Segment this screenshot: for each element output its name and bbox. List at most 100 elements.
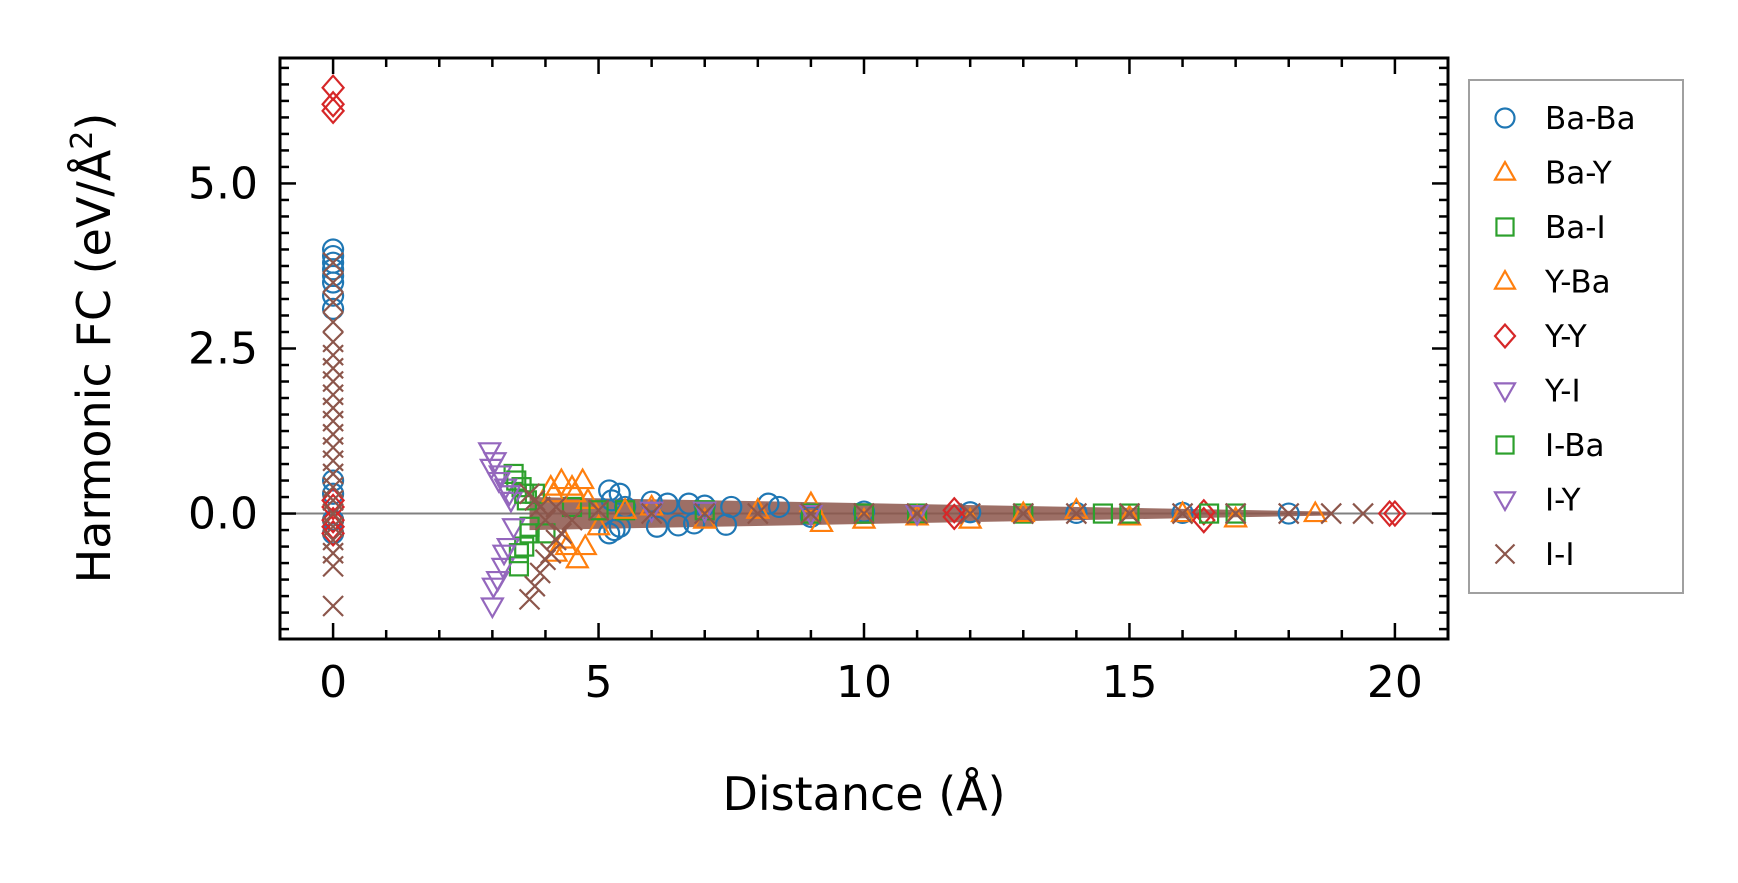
legend-label-I-Y: I-Y [1545, 483, 1581, 519]
point-I-I-2 [322, 291, 344, 314]
point-Y-Y-12 [1377, 499, 1402, 528]
point-Ba-Ba-8 [321, 469, 345, 492]
legend-marker-Y-Ba [1493, 268, 1517, 290]
point-I-I-50 [1320, 502, 1342, 525]
point-Y-Ba-4 [612, 497, 638, 519]
point-I-Y-0 [478, 458, 504, 481]
point-Y-I-4 [487, 465, 513, 488]
legend-label-Y-Y: Y-Y [1544, 319, 1587, 355]
point-Y-Ba-0 [541, 480, 566, 503]
plot-frame [278, 56, 1450, 641]
point-Ba-I-8 [561, 496, 583, 518]
point-Ba-I-15 [1225, 503, 1246, 524]
point-Y-I-10 [639, 501, 665, 524]
point-I-I-43 [959, 502, 981, 525]
point-Y-Y-10 [1191, 498, 1216, 526]
point-I-I-23 [518, 588, 541, 611]
legend-marker-Y-Y [1493, 322, 1517, 350]
x-tick-label-4: 20 [1367, 657, 1423, 708]
point-Y-Y-1 [321, 90, 346, 118]
point-I-I-38 [693, 502, 716, 525]
legend-entry-I-Ba: I-Ba [1495, 428, 1605, 464]
legend-entries: Ba-Ba Ba-Y Ba-I Y-Ba Y-Y Y-I I-Ba I-Y I-I [1493, 101, 1636, 573]
point-Y-Y-4 [321, 493, 346, 521]
point-Ba-Ba-6 [321, 284, 345, 307]
legend-entry-I-Y: I-Y [1493, 483, 1581, 519]
series-Y-Y [321, 74, 1407, 548]
point-Y-I-1 [479, 597, 505, 620]
legend-marker-I-Ba [1495, 435, 1515, 455]
axis-ticks [278, 58, 1450, 639]
legend-marker-I-Y [1493, 491, 1517, 513]
point-I-I-49 [1277, 502, 1300, 525]
point-Ba-Ba-7 [321, 297, 345, 320]
point-Ba-Ba-15 [603, 518, 626, 542]
point-I-Y-2 [486, 471, 512, 494]
point-I-I-35 [561, 509, 583, 531]
point-I-Ba-4 [588, 500, 609, 521]
point-I-I-48 [1224, 502, 1247, 525]
legend-entry-Y-Y: Y-Y [1493, 319, 1587, 355]
point-Ba-Ba-27 [720, 495, 743, 519]
axis-tick-labels: 0 5 10 15 20 0.0 2.5 5.0 [188, 158, 1423, 708]
y-tick-label-0: 0.0 [188, 489, 258, 540]
point-I-Ba-3 [519, 523, 540, 544]
point-Ba-Y-1 [543, 539, 569, 562]
point-I-I-32 [529, 496, 551, 518]
dense-band-0 [529, 497, 1332, 531]
point-Y-Ba-3 [572, 533, 598, 556]
x-axis-label: Distance (Å) [722, 767, 1005, 821]
y-tick-label-2: 5.0 [188, 158, 258, 209]
legend-label-Ba-I: Ba-I [1545, 210, 1606, 246]
point-I-I-51 [1352, 502, 1374, 525]
point-Y-Y-9 [942, 503, 967, 531]
point-Ba-Y-6 [570, 467, 596, 490]
point-I-I-22 [322, 595, 344, 617]
series-Ba-Ba [321, 238, 1300, 545]
point-Ba-Ba-24 [683, 512, 706, 535]
point-Ba-I-14 [1119, 503, 1140, 524]
point-Ba-Y-8 [586, 513, 611, 536]
point-Ba-I-7 [535, 523, 556, 544]
legend-label-Y-I: Y-I [1544, 374, 1581, 410]
point-Y-Ba-7 [1010, 500, 1036, 523]
legend-entry-I-I: I-I [1494, 537, 1574, 573]
series-I-Ba [506, 470, 1220, 564]
point-I-I-37 [640, 502, 663, 525]
legend-marker-Ba-Y [1493, 159, 1517, 181]
point-Y-I-5 [490, 557, 516, 580]
point-Y-Y-7 [321, 519, 346, 548]
legend-entry-Ba-Y: Ba-Y [1493, 156, 1612, 192]
point-Y-Y-0 [321, 74, 346, 102]
data-marks [321, 74, 1407, 620]
point-Ba-Ba-35 [1277, 502, 1300, 525]
legend-marker-Y-I [1493, 382, 1517, 404]
point-I-I-24 [524, 575, 546, 597]
point-I-I-34 [545, 496, 567, 518]
point-I-I-21 [322, 555, 344, 578]
y-axis-label-superscript: 2 [65, 131, 100, 150]
legend-label-Ba-Ba: Ba-Ba [1545, 101, 1636, 137]
point-I-I-29 [550, 522, 573, 545]
point-I-I-47 [1171, 502, 1194, 525]
point-Y-I-13 [904, 504, 930, 527]
point-Ba-Y-17 [1223, 505, 1249, 528]
legend-entry-Ba-Ba: Ba-Ba [1494, 101, 1636, 137]
point-Ba-Ba-12 [598, 479, 621, 502]
point-Ba-Y-11 [798, 490, 824, 513]
point-I-I-39 [747, 502, 769, 525]
y-axis-label-main: Harmonic FC (eV/Å [67, 149, 121, 583]
point-Ba-Ba-5 [321, 271, 345, 294]
point-Ba-Ba-29 [767, 495, 791, 519]
legend-label-Y-Ba: Y-Ba [1544, 265, 1611, 301]
point-I-Ba-5 [853, 503, 875, 524]
legend-label-Ba-Y: Ba-Y [1545, 156, 1612, 192]
point-I-I-41 [853, 502, 875, 525]
point-Y-Y-8 [942, 496, 967, 524]
point-I-Ba-7 [1198, 503, 1220, 524]
point-I-Y-3 [491, 544, 517, 567]
point-I-I-40 [800, 502, 822, 525]
point-I-I-42 [906, 502, 928, 525]
series-I-Y [478, 458, 522, 600]
